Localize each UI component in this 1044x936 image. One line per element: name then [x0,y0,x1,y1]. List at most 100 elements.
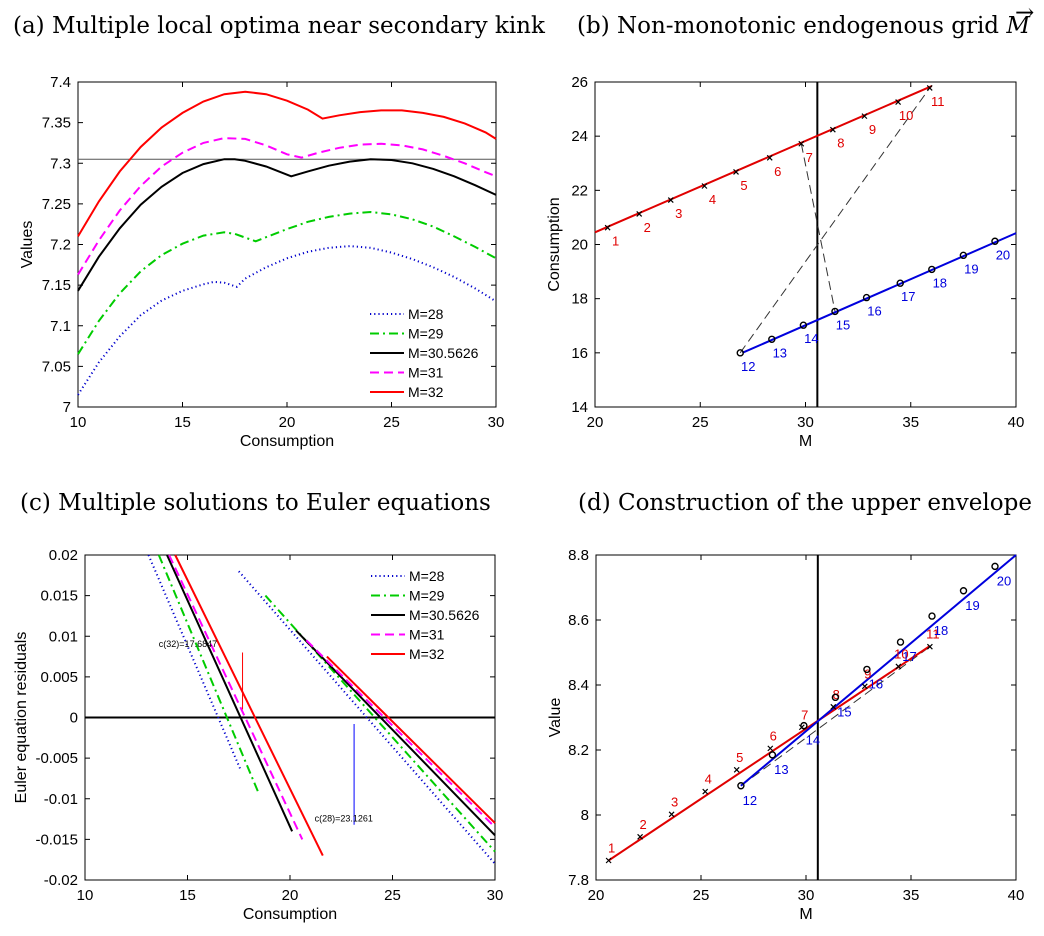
panel-d-red-point-label: 6 [770,728,777,743]
panel-b-blue-point-label: 16 [867,304,881,319]
panel-d-blue-point-marker [831,693,840,702]
panel-d-x-tick-label: 20 [588,887,605,904]
panel-c-legend-label: M=29 [409,588,445,604]
panel-d-y-tick-label: 8.4 [568,677,589,694]
panel-b-title: (b) Non-monotonic endogenous grid M [577,13,1031,39]
panel-b-red-point-marker [798,140,805,147]
panel-d-blue-point-label: 20 [997,573,1011,588]
panel-b-red-point-label: 1 [612,234,619,249]
panel-d-red-point-label: 4 [705,772,712,787]
panel-c-legend-label: M=31 [409,627,445,643]
panel-b-red-point-label: 2 [644,220,651,235]
panel-b-blue-point-marker [991,237,999,245]
panel-b-blue-point-label: 12 [741,359,755,374]
panel-b-red-point-marker [667,197,674,204]
panel-d-y-tick-label: 7.8 [568,872,589,889]
panel-b-y-tick-label: 16 [571,345,588,362]
panel-a-series-line [77,158,497,292]
panel-d-title: (d) Construction of the upper envelope [578,490,1032,516]
panel-b-red-point-label: 8 [837,136,844,151]
panel-d-blue-point-marker [800,721,808,730]
panel-c-y-tick-label: 0 [70,710,78,727]
panel-d-y-tick-label: 8 [581,807,589,824]
panel-d-red-point-label: 10 [894,646,908,661]
panel-d-red-point-marker [830,703,837,710]
panel-b-red-point-marker [636,210,643,217]
panel-a-x-tick-label: 10 [70,414,87,431]
panel-c-x-tick-label: 10 [77,887,94,904]
panel-b-x-tick-label: 25 [692,414,709,431]
panel-b-blue-point-marker [768,335,776,343]
panel-b-title-symbol: M [1005,13,1031,39]
panel-d-blue-point-label: 14 [806,733,820,748]
panel-d-y-tick-label: 8.6 [568,612,589,629]
panel-b-red-point-marker [895,99,902,105]
panel-c-annotation-label: c(32)=17.6847 [159,639,217,649]
panel-d-red-point-label: 1 [608,841,615,856]
panel-b-blue-point-label: 14 [804,331,818,346]
panel-c: 10 15 20 25 30 -0.02 -0.015 -0.01 -0.005 0 0.005 0.… [13,547,503,923]
panel-d-blue-segment [740,554,1017,787]
panel-c-x-tick-label: 25 [384,887,401,904]
panel-b-red-point-marker [733,168,739,175]
panel-b-blue-point-marker [736,349,744,357]
panel-d-blue-point-marker [768,751,777,759]
panel-c-x-tick-label: 30 [487,887,504,904]
panel-c-legend-label: M=30.5626 [409,607,480,623]
panel-c-series-segment [168,554,304,840]
panel-d-red-point-label: 9 [864,666,871,681]
panel-a-x-tick-label: 15 [174,414,191,431]
panel-a-legend-label: M=30.5626 [408,345,479,361]
panel-b-x-tick-label: 40 [1008,414,1025,431]
panel-c-y-tick-label: -0.015 [35,831,78,848]
panel-d-red-point-label: 2 [639,817,646,832]
panel-d: 20 25 30 35 407.888.28.48.68.8MValue12345678… [547,547,1024,923]
panel-a-title: (a) Multiple local optima near secondary… [13,13,546,39]
panel-b-red-point-label: 9 [869,122,876,137]
panel-a-x-tick-label: 25 [383,414,400,431]
panel-c-legend-label: M=28 [409,568,445,584]
panel-d-y-axis-label: Value [547,698,564,738]
panel-b-red-point-marker [604,224,611,231]
panel-d-blue-point-marker [863,665,871,674]
panel-b-blue-point-marker [862,293,871,302]
panel-c-series-segment [238,570,496,865]
panel-b-y-tick-label: 18 [571,291,588,308]
panel-d-red-point-label: 5 [736,750,743,765]
panel-d-x-tick-label: 35 [903,887,920,904]
panel-b-red-point-marker [926,85,933,91]
panel-a-y-tick-label: 7.05 [42,358,71,375]
panel-d-blue-point-label: 19 [965,598,979,613]
panel-b-plot-frame [594,81,1017,408]
panel-a-legend-label: M=32 [408,384,444,400]
panel-a-series-line [77,90,497,237]
panel-c-y-tick-label: 0.015 [40,588,78,605]
panel-b-blue-point-marker [799,321,808,329]
panel-b-blue-point-label: 13 [773,345,787,360]
panel-b-y-axis-label: Consumption [546,197,563,291]
panel-a-y-tick-label: 7.2 [50,237,71,254]
panel-b-red-point-label: 4 [709,192,716,207]
panel-b-blue-segment [741,232,1017,354]
panel-d-blue-point-label: 18 [934,623,948,638]
panel-b-red-point-label: 11 [931,94,945,109]
panel-a: 10 15 20 25 30 7 7.05 7.1 7.15 7.2 7.25 7.3 7.35 7.4 C… [19,74,504,450]
panel-a-y-tick-label: 7.25 [42,196,71,213]
panel-d-red-point-marker [605,857,612,864]
panel-d-red-point-marker [668,811,675,818]
panel-b-blue-point-marker [928,265,936,274]
panel-d-red-point-marker [861,683,868,690]
panel-d-blue-point-label: 13 [774,762,788,777]
panel-a-legend-label: M=31 [408,365,444,381]
panel-c-title: (c) Multiple solutions to Euler equation… [20,490,491,516]
panel-d-dashed-link [740,646,931,787]
panel-c-y-tick-label: -0.01 [44,791,78,808]
panel-c-x-axis-label: Consumption [243,906,337,923]
panel-a-x-tick-label: 30 [488,414,505,431]
panel-c-y-tick-label: 0.01 [49,628,78,645]
panel-b-red-point-marker [766,154,773,161]
panel-b-red-point-marker [701,183,708,189]
panel-b-blue-point-label: 20 [996,247,1010,262]
panel-a-y-tick-label: 7.35 [42,115,71,132]
panel-b-y-tick-label: 24 [571,128,588,145]
